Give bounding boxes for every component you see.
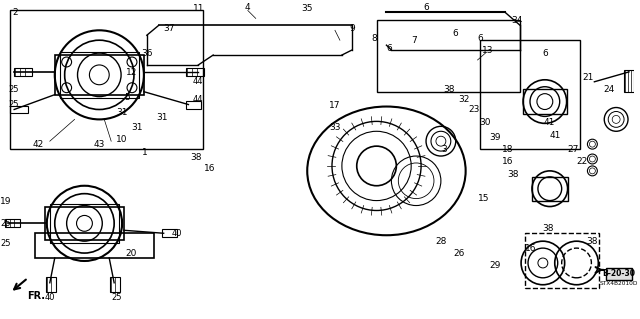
Text: 34: 34	[511, 16, 523, 25]
Text: 41: 41	[543, 118, 554, 127]
Text: 7: 7	[412, 36, 417, 45]
Text: 36: 36	[141, 48, 152, 57]
Text: B-20-30: B-20-30	[603, 269, 636, 278]
Text: 15: 15	[477, 194, 489, 203]
Bar	[525, 233, 599, 288]
Text: 25: 25	[112, 293, 122, 302]
Text: 29: 29	[490, 262, 501, 271]
Text: 38: 38	[443, 85, 454, 94]
Bar	[186, 68, 204, 76]
Text: 25: 25	[8, 100, 19, 109]
Bar	[55, 55, 144, 95]
Bar	[60, 52, 139, 98]
Text: 11: 11	[193, 4, 204, 13]
Bar	[10, 106, 28, 114]
Text: 6: 6	[453, 29, 459, 38]
Text: 1: 1	[142, 148, 148, 157]
Text: 20: 20	[125, 249, 137, 257]
Bar	[376, 20, 520, 92]
Text: 5: 5	[124, 93, 130, 102]
Text: 39: 39	[490, 133, 501, 142]
Bar	[35, 233, 154, 258]
Text: 8: 8	[372, 34, 378, 43]
Text: 35: 35	[301, 4, 313, 13]
Text: 25: 25	[8, 85, 19, 94]
Text: 2: 2	[12, 8, 18, 17]
Text: 33: 33	[329, 123, 340, 132]
Text: 44: 44	[193, 95, 204, 104]
Text: 28: 28	[435, 237, 447, 246]
Text: 16: 16	[525, 244, 537, 253]
Text: 25: 25	[0, 239, 10, 248]
Text: 6: 6	[542, 48, 548, 57]
Text: 23: 23	[468, 105, 479, 114]
Text: 13: 13	[482, 46, 493, 55]
Bar	[532, 177, 568, 201]
Text: 16: 16	[204, 164, 215, 174]
Bar	[5, 219, 20, 227]
Text: 17: 17	[329, 101, 340, 110]
Text: 38: 38	[191, 152, 202, 161]
Text: 6: 6	[423, 3, 429, 12]
Text: 10: 10	[116, 135, 128, 144]
Text: 19: 19	[0, 197, 11, 206]
Bar	[523, 89, 566, 115]
Text: FR.: FR.	[27, 291, 45, 300]
Text: 40: 40	[45, 293, 55, 302]
Text: 27: 27	[567, 145, 579, 154]
Text: 38: 38	[508, 170, 519, 179]
Text: 25: 25	[0, 219, 10, 228]
Text: 22: 22	[577, 158, 588, 167]
Text: 31: 31	[131, 123, 143, 132]
Text: 24: 24	[604, 85, 615, 94]
Bar	[110, 277, 120, 292]
Bar	[606, 268, 632, 280]
Bar	[624, 70, 634, 92]
Text: 32: 32	[458, 95, 469, 104]
Text: 12: 12	[126, 68, 138, 78]
Text: 41: 41	[549, 131, 561, 140]
Text: 26: 26	[453, 249, 465, 257]
Text: 30: 30	[480, 118, 491, 127]
Bar	[481, 40, 579, 149]
Text: 6: 6	[477, 34, 483, 43]
Text: 37: 37	[163, 24, 174, 33]
Text: 44: 44	[193, 77, 204, 86]
Bar	[186, 100, 202, 108]
Text: 3: 3	[441, 145, 447, 154]
Text: 42: 42	[32, 140, 44, 149]
Text: 9: 9	[349, 24, 355, 33]
Text: 21: 21	[583, 73, 594, 82]
Text: 4: 4	[245, 3, 251, 12]
Bar	[162, 229, 177, 237]
Text: 6: 6	[387, 44, 392, 53]
Bar	[45, 206, 124, 240]
Text: 38: 38	[587, 237, 598, 246]
Text: STX4B2010D: STX4B2010D	[600, 281, 638, 286]
Bar	[10, 11, 204, 149]
Text: 43: 43	[93, 140, 105, 149]
Text: 31: 31	[156, 113, 168, 122]
Text: 16: 16	[502, 158, 513, 167]
Text: 38: 38	[542, 224, 554, 233]
Bar	[46, 277, 56, 292]
Text: 18: 18	[502, 145, 513, 154]
Bar	[50, 204, 119, 243]
Text: 40: 40	[172, 229, 182, 238]
Text: 31: 31	[116, 108, 128, 117]
Bar	[14, 68, 32, 76]
